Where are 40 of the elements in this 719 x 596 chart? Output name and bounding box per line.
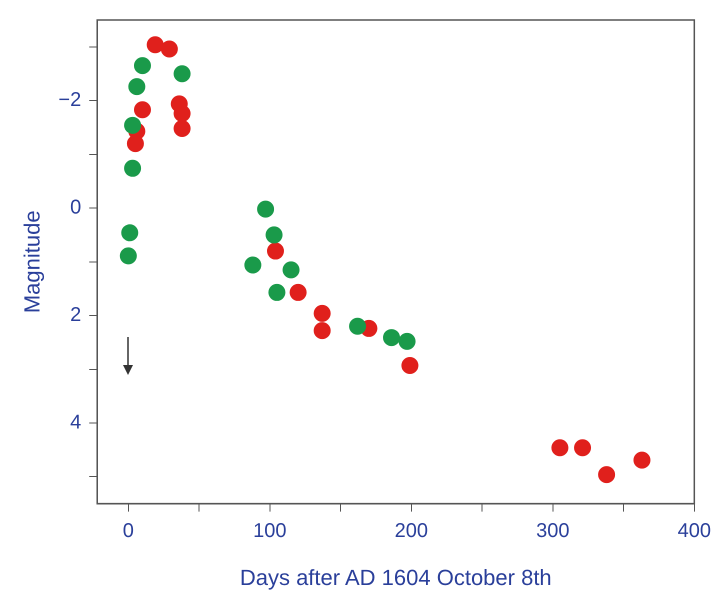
x-tick-label: 400 (678, 520, 712, 542)
point (401, 357, 418, 374)
point (124, 116, 142, 134)
y-tick-label: 4 (70, 412, 82, 434)
point (174, 65, 191, 82)
point (551, 439, 568, 456)
x-axis-title: Days after AD 1604 October 8th (240, 564, 552, 590)
point (134, 101, 151, 118)
y-axis-title: Magnitude (19, 210, 44, 314)
point (314, 304, 331, 322)
point (244, 256, 262, 274)
point (268, 284, 286, 301)
point (290, 284, 307, 301)
point (598, 466, 616, 484)
x-tick-label: 100 (253, 520, 287, 542)
point (124, 160, 142, 177)
y-tick-label: −2 (58, 89, 82, 112)
point (257, 200, 274, 218)
point (121, 224, 138, 242)
point (174, 120, 191, 138)
point (128, 78, 146, 96)
point (574, 439, 592, 456)
point (266, 226, 283, 244)
point (398, 332, 416, 350)
point (282, 261, 300, 278)
point (134, 57, 151, 74)
point (174, 104, 191, 122)
point (160, 40, 178, 58)
point (349, 318, 366, 335)
x-tick-label: 200 (394, 520, 428, 542)
point (266, 242, 284, 260)
point (314, 322, 331, 340)
y-tick-label: 2 (70, 304, 82, 326)
y-tick-label: 0 (70, 196, 82, 219)
point (120, 247, 137, 264)
point (146, 36, 164, 54)
point (633, 452, 650, 469)
point (383, 329, 400, 346)
x-tick-label: 0 (122, 520, 134, 542)
x-tick-label: 300 (536, 520, 570, 542)
